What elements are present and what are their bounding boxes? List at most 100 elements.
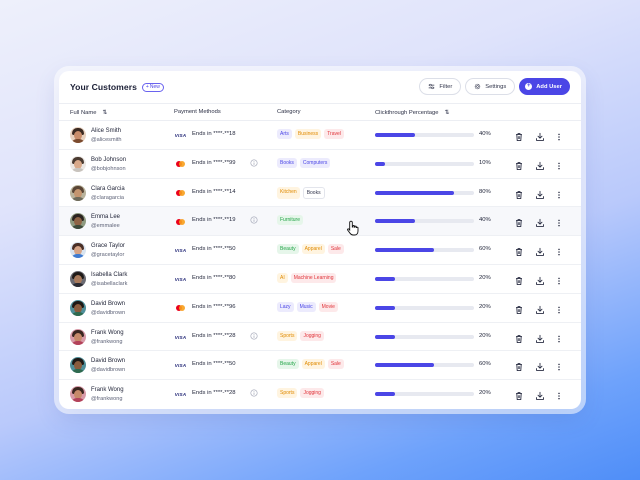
card-number: Ends in ****-**18 [192,131,236,137]
new-badge-label: New [149,84,160,90]
clickthrough-percent: 40% [479,131,491,137]
download-icon[interactable] [535,359,545,372]
trash-icon[interactable] [514,359,524,372]
trash-icon[interactable] [514,129,524,142]
download-icon[interactable] [535,129,545,141]
more-icon[interactable] [554,302,564,314]
table-row[interactable]: David Brown @davidbrown Ends in ****-**96 L… [59,294,581,323]
download-icon[interactable] [535,158,545,170]
info-icon[interactable] [250,332,258,340]
trash-icon[interactable] [514,244,524,257]
sort-icon[interactable]: ⇅ [444,110,449,116]
more-icon[interactable] [554,129,564,141]
more-icon[interactable] [554,273,564,285]
category-tag: Sale [327,244,344,255]
more-icon[interactable] [554,187,564,198]
clickthrough-bar-fill [375,276,395,281]
more-icon[interactable] [554,331,564,342]
customer-handle: @frankwong [91,396,123,403]
table-header: Full Name ⇅ Payment Methods Category Cli… [59,103,581,121]
filter-button[interactable]: Filter [419,78,462,95]
category-tag: Movie [318,301,338,312]
customer-handle: @claragarcia [91,194,125,201]
clickthrough-bar [375,219,474,224]
sort-icon[interactable]: ⇅ [102,110,107,116]
download-icon[interactable] [535,388,545,401]
column-full-name[interactable]: Full Name ⇅ [70,109,107,117]
clickthrough-percent: 60% [479,246,491,253]
clickthrough-bar-fill [375,248,435,253]
card-number: Ends in ****-**96 [192,303,236,310]
category-tag: Business [294,129,322,139]
download-icon[interactable] [535,331,545,343]
table-row[interactable]: Isabella Clark @isabellaclark VISA Ends in … [59,265,581,294]
trash-icon[interactable] [514,187,524,199]
add-user-button[interactable]: + Add User [519,78,570,95]
download-icon[interactable] [535,187,545,199]
more-icon[interactable] [554,215,564,227]
avatar [70,386,86,403]
table-row[interactable]: David Brown @davidbrown VISA Ends in ****-*… [59,351,581,381]
customer-table-body: Alice Smith @alicesmith VISA Ends in ****-*… [59,121,581,409]
table-row[interactable]: Alice Smith @alicesmith VISA Ends in ****-*… [59,121,581,150]
info-icon[interactable] [250,159,258,167]
category-tag: Lazy [277,301,294,312]
table-row[interactable]: Frank Wong @frankwong VISA Ends in ****-**2… [59,380,581,409]
more-icon[interactable] [554,388,564,400]
clickthrough-percent: 20% [479,390,491,397]
column-clickthrough[interactable]: Clickthrough Percentage ⇅ [375,109,450,117]
card-brand: VISA [174,276,187,283]
trash-icon[interactable] [514,215,524,228]
trash-icon[interactable] [514,302,524,314]
header-actions: Filter Settings + Add User [419,78,570,95]
info-icon[interactable] [250,216,258,224]
trash-icon[interactable] [514,331,524,343]
clickthrough-bar [375,334,474,339]
table-row[interactable]: Frank Wong @frankwong VISA Ends in ****-**2… [59,323,581,352]
card-number: Ends in ****-**28 [192,332,236,339]
visa-icon: VISA [174,363,187,369]
table-row[interactable]: Grace Taylor @gracetaylor VISA Ends in ****… [59,236,581,265]
customer-handle: @bobjohnson [91,165,126,172]
card-brand [174,161,187,168]
category-tag: Furniture [277,215,304,226]
table-row[interactable]: Bob Johnson @bobjohnson Ends in ****-**99 B… [59,150,581,179]
visa-icon: VISA [174,392,187,398]
more-icon[interactable] [554,244,564,256]
card-brand [174,190,187,197]
card-brand: VISA [174,391,187,398]
clickthrough-percent: 80% [479,188,491,195]
settings-button[interactable]: Settings [465,78,516,95]
trash-icon[interactable] [514,158,524,170]
download-icon[interactable] [535,215,545,228]
download-icon[interactable] [535,302,545,314]
settings-label: Settings [485,83,507,90]
category-tag: Jogging [300,330,324,341]
more-icon[interactable] [554,359,564,371]
download-icon[interactable] [535,244,545,257]
avatar [70,127,86,143]
visa-icon: VISA [174,133,187,138]
clickthrough-percent: 20% [479,303,491,310]
category-tag: Books [302,186,325,199]
customer-handle: @frankwong [91,338,123,345]
mastercard-icon [176,190,185,197]
trash-icon[interactable] [514,273,524,286]
category-tag: Apparel [301,359,325,370]
info-icon[interactable] [250,389,258,397]
category-tags: Beauty Apparel Sale [277,244,344,255]
table-row[interactable]: Emma Lee @emmalee Ends in ****-**19 Furnitu… [59,207,581,237]
table-row[interactable]: Clara Garcia @claragarcia Ends in ****-**1… [59,179,581,208]
customer-name: Isabella Clark [91,271,128,278]
card-number: Ends in ****-**50 [192,361,236,368]
plus-icon: + [145,84,149,90]
category-tag: Jogging [300,388,324,399]
category-tag: Computers [299,157,331,168]
category-tag: AI [277,272,288,283]
add-user-label: Add User [536,83,562,90]
more-icon[interactable] [554,158,564,170]
customer-handle: @emmalee [91,223,120,230]
trash-icon[interactable] [514,388,524,401]
download-icon[interactable] [535,273,545,285]
clickthrough-bar-fill [375,190,455,195]
